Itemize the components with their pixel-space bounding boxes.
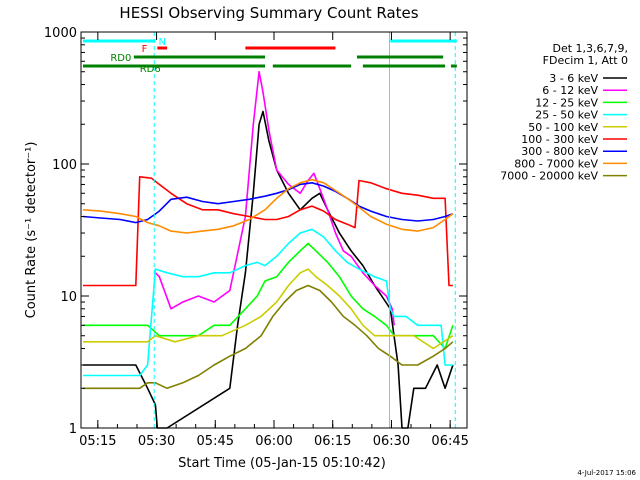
x-tick-label-06-00: 06:00 bbox=[255, 434, 292, 449]
legend-label-3-6-kev: 3 - 6 keV bbox=[549, 72, 598, 85]
y-tick-label-1000: 1000 bbox=[44, 26, 77, 41]
flag-label-f: F bbox=[142, 44, 148, 55]
series-line-25-50-kev bbox=[83, 228, 453, 377]
x-tick-label-05-30: 05:30 bbox=[138, 434, 175, 449]
chart-title: HESSI Observing Summary Count Rates bbox=[119, 4, 418, 22]
series-line-7000-20000-kev bbox=[83, 284, 454, 390]
series-line-300-800-kev bbox=[82, 182, 454, 224]
flag-label-n: N bbox=[159, 37, 166, 48]
x-tick-label-06-15: 06:15 bbox=[314, 434, 351, 449]
legend-label-800-7000-kev: 800 - 7000 keV bbox=[514, 157, 598, 170]
legend-label-50-100-kev: 50 - 100 keV bbox=[528, 121, 598, 134]
legend-label-6-12-kev: 6 - 12 keV bbox=[542, 84, 598, 97]
series-line-6-12-kev bbox=[154, 70, 395, 326]
marker-layer bbox=[153, 32, 456, 428]
x-tick-label-06-45: 06:45 bbox=[431, 434, 468, 449]
legend: Det 1,3,6,7,9, FDecim 1, Att 0 3 - 6 keV… bbox=[500, 42, 628, 183]
legend-label-300-800-kev: 300 - 800 keV bbox=[521, 145, 598, 158]
x-tick-label-05-45: 05:45 bbox=[197, 434, 234, 449]
series-line-800-7000-kev bbox=[82, 178, 454, 234]
flag-layer: NF RD0 RD6 bbox=[82, 37, 457, 75]
legend-label-7000-20000-kev: 7000 - 20000 keV bbox=[500, 170, 598, 183]
legend-header-line-1: Det 1,3,6,7,9, bbox=[552, 42, 628, 55]
flag-label-rd0: RD0 bbox=[110, 53, 131, 64]
y-tick-label-1: 1 bbox=[69, 422, 77, 437]
flag-label-rd6: RD6 bbox=[140, 64, 161, 75]
x-tick-label-06-30: 06:30 bbox=[373, 434, 410, 449]
legend-label-12-25-kev: 12 - 25 keV bbox=[535, 96, 598, 109]
series-line-100-300-kev bbox=[83, 176, 453, 287]
y-tick-label-100: 100 bbox=[52, 158, 77, 173]
y-tick-label-10: 10 bbox=[60, 290, 77, 305]
x-axis-label: Start Time (05-Jan-15 05:10:42) bbox=[178, 456, 386, 471]
legend-label-100-300-kev: 100 - 300 keV bbox=[521, 133, 598, 146]
legend-header-line-2: FDecim 1, Att 0 bbox=[543, 54, 628, 67]
x-tick-label-05-15: 05:15 bbox=[79, 434, 116, 449]
y-axis-label: Count Rate (s⁻¹ detector⁻¹) bbox=[24, 142, 39, 319]
legend-label-25-50-kev: 25 - 50 keV bbox=[535, 109, 598, 122]
plot-timestamp: 4-Jul-2017 15:06 bbox=[577, 469, 636, 477]
axis-layer: 05:15 05:30 05:45 06:00 06:15 06:30 06:45 1 10 10… bbox=[44, 26, 469, 449]
